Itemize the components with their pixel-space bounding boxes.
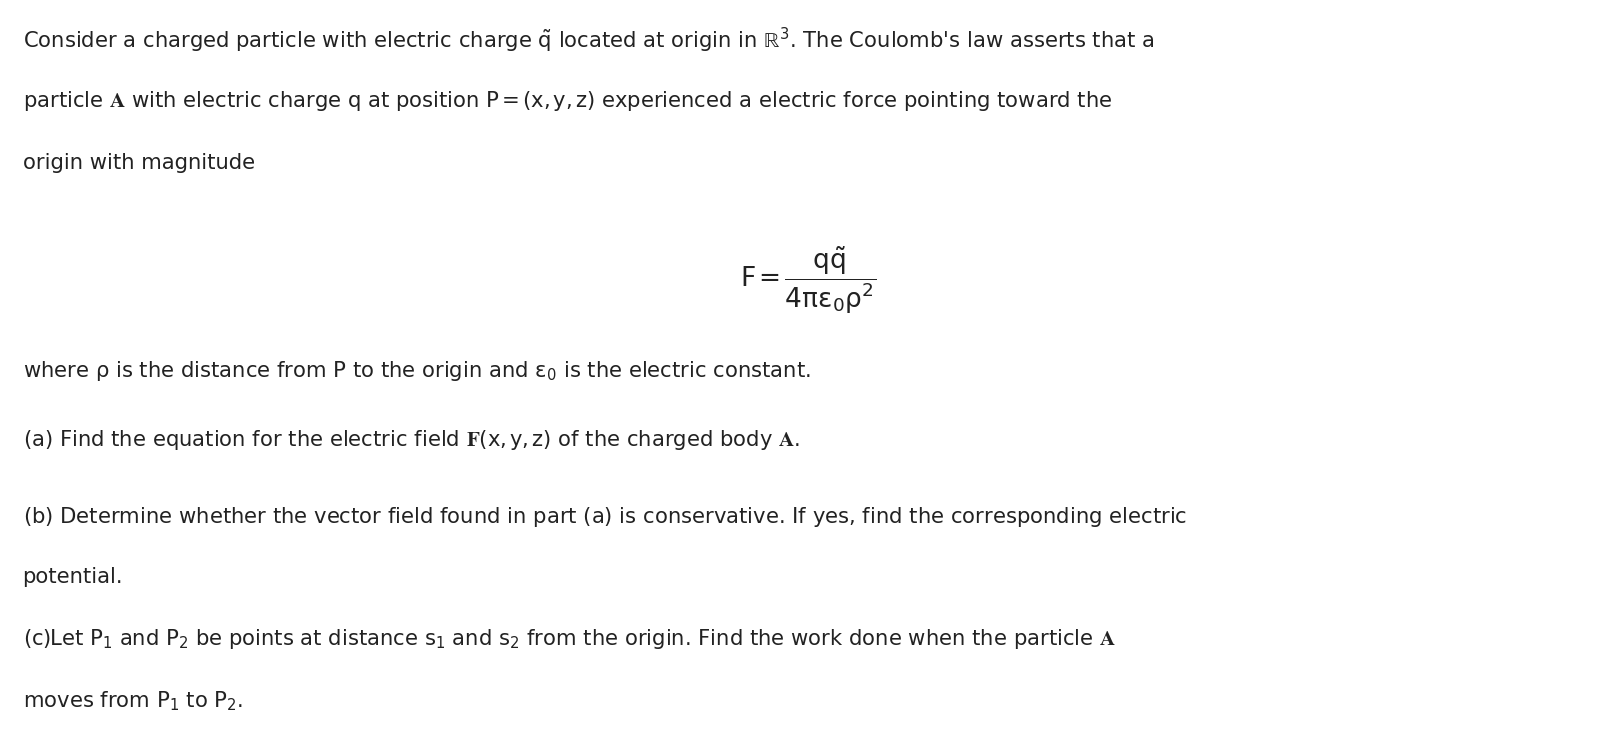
Text: (c)Let $P_1$ and $P_2$ be points at distance $s_1$ and $s_2$ from the origin. Fi: (c)Let $P_1$ and $P_2$ be points at dist… (23, 627, 1115, 651)
Text: (a) Find the equation for the electric field $\mathbf{F}(x, y, z)$ of the charge: (a) Find the equation for the electric f… (23, 428, 800, 452)
Text: where $\rho$ is the distance from $P$ to the origin and $\varepsilon_0$ is the e: where $\rho$ is the distance from $P$ to… (23, 359, 811, 383)
Text: moves from $P_1$ to $P_2$.: moves from $P_1$ to $P_2$. (23, 690, 242, 713)
Text: $F = \dfrac{q\tilde{q}}{4\pi\varepsilon_0\rho^2}$: $F = \dfrac{q\tilde{q}}{4\pi\varepsilon_… (740, 245, 876, 316)
Text: origin with magnitude: origin with magnitude (23, 153, 255, 173)
Text: potential.: potential. (23, 567, 123, 587)
Text: particle $\mathbf{A}$ with electric charge $q$ at position $P = (x, y, z)$ exper: particle $\mathbf{A}$ with electric char… (23, 89, 1112, 113)
Text: Consider a charged particle with electric charge $\tilde{q}$ located at origin i: Consider a charged particle with electri… (23, 26, 1154, 55)
Text: (b) Determine whether the vector field found in part $(a)$ is conservative. If y: (b) Determine whether the vector field f… (23, 505, 1186, 529)
